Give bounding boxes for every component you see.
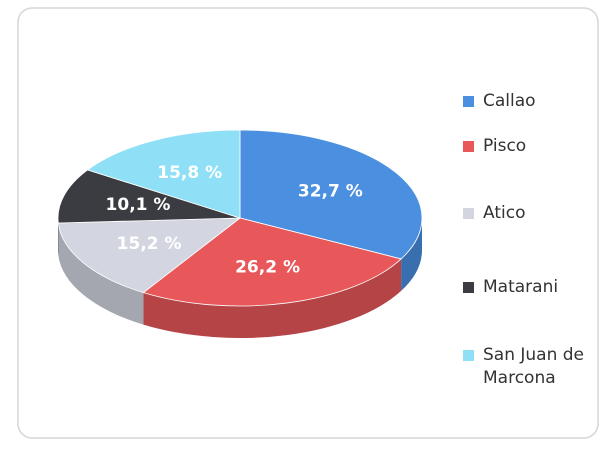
legend-swatch: [463, 96, 474, 107]
data-label: 32,7 %: [298, 182, 363, 202]
pie-slice: [57, 169, 241, 224]
legend-item: Pisco: [463, 135, 588, 158]
pie-side-shade: [143, 258, 402, 339]
legend-label: Callao: [483, 91, 536, 111]
legend-label: Atico: [483, 203, 526, 223]
legend-item: Callao: [463, 90, 588, 113]
pie-slice: [86, 129, 241, 219]
pie-side: [143, 258, 402, 339]
pie-side-shade: [58, 222, 144, 325]
pie-side: [401, 218, 422, 291]
data-label: 26,2 %: [235, 257, 300, 277]
legend-swatch: [463, 208, 474, 219]
pie-side: [58, 222, 144, 325]
data-label: 15,8 %: [157, 163, 222, 183]
legend-label: San Juan de Marcona: [483, 345, 585, 388]
data-label: 15,2 %: [117, 234, 182, 254]
legend-item: Matarani: [463, 276, 588, 299]
legend-label: Pisco: [483, 136, 527, 156]
pie-slice: [142, 217, 402, 307]
legend-label: Matarani: [483, 277, 559, 297]
legend-item: San Juan de Marcona: [463, 344, 588, 390]
pie-slice: [57, 217, 242, 294]
legend-swatch: [463, 141, 474, 152]
legend-swatch: [463, 350, 474, 361]
legend-item: Atico: [463, 202, 588, 225]
data-label: 10,1 %: [106, 195, 171, 215]
legend-swatch: [463, 282, 474, 293]
pie-slice: [239, 129, 423, 260]
pie-side-shade: [401, 218, 422, 291]
